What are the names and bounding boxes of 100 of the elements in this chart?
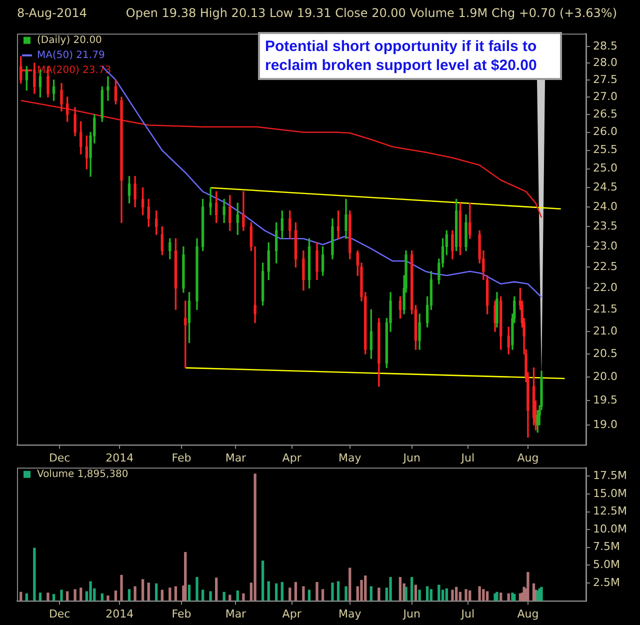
bar <box>468 590 472 601</box>
bar <box>120 574 123 601</box>
y-tick-label: 26.5 <box>593 107 618 120</box>
y-tick-label: 22.5 <box>593 260 618 274</box>
bar <box>389 576 392 601</box>
bar <box>430 589 432 601</box>
bar <box>302 586 305 601</box>
bar <box>74 589 76 601</box>
bar <box>455 586 458 601</box>
bar <box>46 592 50 601</box>
bar <box>254 474 256 601</box>
y-tick-label: 27.0 <box>593 90 618 103</box>
y-tick-label: 23.5 <box>593 219 618 232</box>
bar <box>38 592 42 601</box>
candlestick <box>106 76 110 101</box>
y-tick-label: 28.0 <box>593 56 618 69</box>
y-tick-label: 17.5M <box>593 469 627 482</box>
bar <box>196 576 198 601</box>
x-tick-label: Aug <box>517 607 539 620</box>
y-tick-label: 24.0 <box>593 200 618 213</box>
x-tick-label: Mar <box>225 607 247 620</box>
bar <box>33 548 36 601</box>
bar <box>80 588 82 601</box>
y-tick-label: 22.0 <box>593 281 618 294</box>
bar <box>174 586 178 601</box>
x-tick-label: Dec <box>48 607 70 620</box>
bar <box>464 589 468 601</box>
y-tick-label: 25.0 <box>593 162 618 175</box>
y-tick-label: 15.0M <box>593 486 627 500</box>
bar <box>404 586 408 601</box>
bar <box>155 583 158 601</box>
bar <box>188 584 191 601</box>
y-tick-label: 20.5 <box>593 346 618 360</box>
bar <box>451 590 454 601</box>
x-tick-label: May <box>338 451 362 464</box>
bar <box>478 586 481 601</box>
x-tick-label: Jun <box>402 607 420 620</box>
bar <box>147 582 150 601</box>
bar <box>482 589 485 601</box>
bar <box>418 590 421 601</box>
bar <box>308 590 311 601</box>
y-tick-label: 12.5M <box>593 504 627 518</box>
bar <box>106 595 110 601</box>
bar <box>445 588 448 601</box>
bar <box>426 586 429 601</box>
bar <box>500 592 502 601</box>
bar <box>20 592 22 601</box>
bar <box>184 552 187 601</box>
y-tick-label: 19.5 <box>593 394 618 407</box>
x-tick-label: 2014 <box>106 607 134 620</box>
bar <box>280 582 284 601</box>
bar <box>261 560 264 601</box>
bar <box>89 581 92 601</box>
bar <box>236 590 239 601</box>
bar <box>438 584 440 601</box>
bar <box>60 590 63 601</box>
x-tick-label: 2014 <box>106 451 134 464</box>
bar <box>114 590 118 601</box>
bar <box>410 576 414 601</box>
bar <box>348 568 352 601</box>
bar <box>141 579 144 601</box>
x-tick-label: Apr <box>282 607 302 620</box>
x-tick-label: May <box>338 607 362 620</box>
x-tick-label: Aug <box>517 451 539 464</box>
legend-label: Volume 1,895,380 <box>37 468 128 480</box>
chart-title: 8-Aug-2014 <box>17 6 88 20</box>
x-tick-label: Jul <box>460 451 475 464</box>
annotation: Potential short opportunity if it fails to reclaim broken support level at $20.00 <box>258 32 562 80</box>
bar <box>294 582 298 601</box>
bar <box>160 590 164 601</box>
bar <box>486 591 489 601</box>
y-tick-label: 26.0 <box>593 125 618 138</box>
x-tick-label: Jun <box>402 451 420 464</box>
bar <box>242 593 245 601</box>
bar <box>201 590 204 601</box>
chart-subtitle: Open 19.38 High 20.13 Low 19.31 Close 20.00 Volume 1.9M Chg +0.70 (+3.63%) <box>126 6 617 20</box>
y-tick-label: 25.5 <box>593 143 618 156</box>
bar <box>215 578 218 601</box>
y-tick-label: 7.5M <box>593 540 620 554</box>
x-tick-label: Dec <box>48 451 70 464</box>
bar <box>344 586 348 601</box>
bar <box>134 586 136 601</box>
bar <box>316 582 318 601</box>
bar <box>526 572 530 601</box>
bar <box>267 581 270 601</box>
bar <box>66 591 69 601</box>
y-tick-label: 24.5 <box>593 180 618 194</box>
bar <box>331 582 334 601</box>
x-tick-label: Feb <box>172 607 192 620</box>
bar <box>275 583 278 601</box>
bar <box>414 584 418 601</box>
y-tick-label: 27.5 <box>593 72 618 86</box>
y-tick-label: 5.0M <box>593 558 620 572</box>
x-tick-label: Feb <box>172 451 192 464</box>
bar <box>209 591 212 601</box>
y-tick-label: 21.0 <box>593 324 618 338</box>
y-tick-label: 10.0M <box>593 522 627 536</box>
bar <box>52 594 56 601</box>
bar <box>321 589 324 601</box>
bar <box>378 588 380 601</box>
